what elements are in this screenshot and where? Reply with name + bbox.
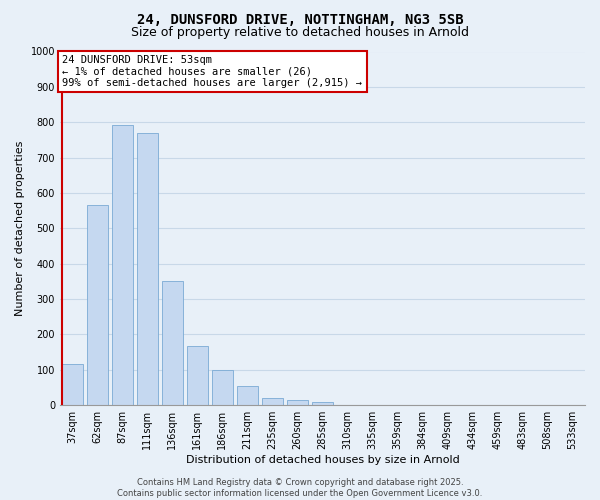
Bar (62, 364, 83, 405)
Text: Size of property relative to detached houses in Arnold: Size of property relative to detached ho… (131, 26, 469, 39)
Text: 24 DUNSFORD DRIVE: 53sqm
← 1% of detached houses are smaller (26)
99% of semi-de: 24 DUNSFORD DRIVE: 53sqm ← 1% of detache… (62, 55, 362, 88)
Bar (187, 346, 208, 405)
Bar (87, 206, 108, 405)
Bar (212, 370, 233, 405)
Text: Contains HM Land Registry data © Crown copyright and database right 2025.
Contai: Contains HM Land Registry data © Crown c… (118, 478, 482, 498)
Bar (137, 133, 158, 405)
Bar (237, 386, 258, 405)
Bar (312, 402, 333, 405)
Bar (287, 400, 308, 405)
Text: 24, DUNSFORD DRIVE, NOTTINGHAM, NG3 5SB: 24, DUNSFORD DRIVE, NOTTINGHAM, NG3 5SB (137, 12, 463, 26)
Y-axis label: Number of detached properties: Number of detached properties (15, 140, 25, 316)
Bar (162, 282, 183, 405)
X-axis label: Distribution of detached houses by size in Arnold: Distribution of detached houses by size … (185, 455, 460, 465)
Bar (262, 398, 283, 405)
Bar (112, 124, 133, 405)
